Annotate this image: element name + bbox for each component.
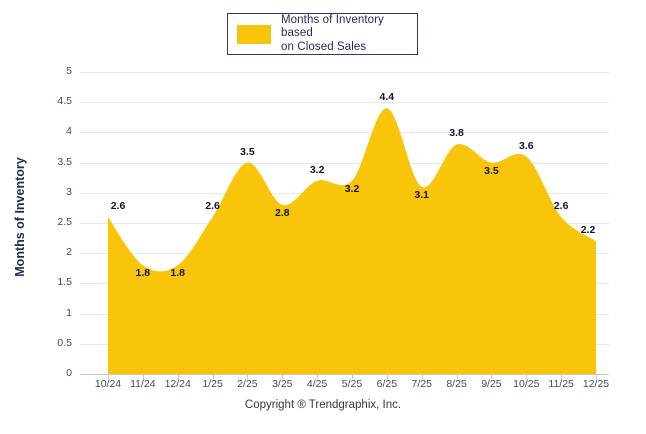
x-axis-tick-label: 6/25 — [376, 378, 398, 390]
gridline — [80, 343, 609, 345]
x-axis-tick-mark — [212, 374, 214, 379]
plot-area — [80, 72, 609, 375]
x-axis-tick-label: 3/25 — [272, 378, 293, 390]
x-axis-tick-mark — [317, 374, 319, 379]
y-axis-tick-label: 2.5 — [57, 216, 72, 228]
y-axis-tick-label: 5 — [66, 65, 72, 77]
y-axis-tick-label: 0.5 — [57, 336, 72, 349]
y-axis-tick-label: 4 — [66, 125, 72, 138]
x-axis-tick-label: 10/25 — [513, 378, 540, 390]
gridline — [80, 72, 609, 73]
y-axis-tick-label: 1.5 — [57, 276, 72, 289]
x-axis-tick-label: 10/24 — [94, 378, 122, 390]
x-axis-tick-label: 11/25 — [548, 378, 574, 390]
y-axis-tick-label: 1 — [66, 306, 72, 319]
x-axis-tick-label: 1/25 — [202, 378, 223, 390]
data-point-label: 2.6 — [205, 199, 220, 212]
y-axis-title: Months of Inventory — [13, 157, 27, 277]
y-axis-tick-label: 4.5 — [57, 95, 72, 108]
x-axis-tick-mark — [386, 374, 388, 379]
x-axis-tick-mark — [456, 374, 458, 379]
x-axis-tick-mark — [596, 374, 597, 379]
x-axis-tick-mark — [282, 374, 284, 379]
y-axis-tick-label: 3 — [66, 185, 72, 198]
x-axis-tick-label: 5/25 — [341, 378, 363, 390]
data-point-label: 3.5 — [240, 145, 255, 158]
x-axis-tick-mark — [491, 374, 493, 379]
data-point-label: 2.6 — [110, 199, 126, 212]
data-point-label: 3.5 — [484, 164, 499, 177]
data-point-label: 1.8 — [170, 267, 186, 280]
x-axis-tick-mark — [421, 374, 423, 379]
x-axis-tick-mark — [142, 374, 144, 379]
x-axis-tick-label: 2/25 — [237, 378, 258, 390]
gridline — [80, 132, 609, 134]
x-axis-tick-label: 12/25 — [582, 378, 610, 390]
x-axis-tick-mark — [108, 374, 109, 379]
legend-label: Months of Inventory based on Closed Sale… — [281, 13, 384, 53]
data-point-label: 3.2 — [344, 182, 360, 195]
x-axis-line — [80, 374, 609, 375]
gridline — [80, 283, 609, 285]
data-point-label: 4.4 — [379, 91, 395, 104]
data-point-label: 3.1 — [414, 188, 430, 201]
data-point-label: 1.8 — [135, 267, 151, 280]
chart-legend: Months of Inventory based on Closed Sale… — [227, 13, 418, 55]
x-axis-tick-label: 4/25 — [306, 378, 328, 390]
x-axis-tick-mark — [177, 374, 179, 379]
data-point-label: 3.2 — [309, 163, 325, 176]
gridline — [80, 253, 609, 255]
y-axis-tick-label: 3.5 — [57, 155, 72, 168]
x-axis-tick-label: 8/25 — [446, 378, 467, 390]
gridline — [80, 162, 609, 164]
data-point-label: 3.8 — [449, 127, 464, 140]
data-point-label: 2.2 — [580, 224, 596, 237]
legend-color-swatch — [237, 24, 271, 44]
x-axis-tick-mark — [352, 374, 353, 379]
gridline — [80, 313, 609, 315]
data-point-label: 3.6 — [518, 139, 534, 152]
data-point-label: 2.8 — [274, 206, 290, 219]
x-axis-tick-mark — [526, 374, 528, 379]
gridline — [80, 223, 609, 224]
gridline — [80, 102, 609, 104]
x-axis-tick-label: 9/25 — [481, 378, 502, 390]
copyright-footer: Copyright ® Trendgraphix, Inc. — [244, 399, 402, 411]
x-axis-tick-mark — [247, 374, 249, 379]
data-point-label: 2.6 — [553, 199, 569, 212]
x-axis-tick-label: 12/24 — [164, 378, 191, 390]
x-axis-tick-label: 7/25 — [411, 378, 432, 390]
y-axis-tick-label: 2 — [66, 246, 72, 259]
y-axis-tick-label: 0 — [66, 367, 72, 379]
x-axis-tick-mark — [561, 374, 563, 379]
x-axis-tick-label: 11/24 — [130, 378, 156, 390]
